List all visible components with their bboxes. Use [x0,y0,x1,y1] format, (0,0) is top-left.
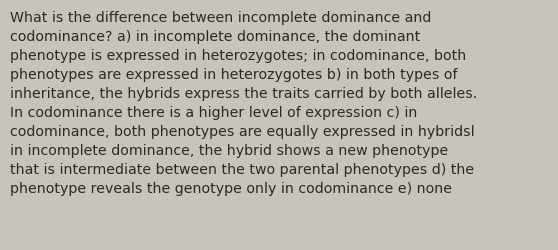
Text: What is the difference between incomplete dominance and
codominance? a) in incom: What is the difference between incomplet… [10,11,477,195]
